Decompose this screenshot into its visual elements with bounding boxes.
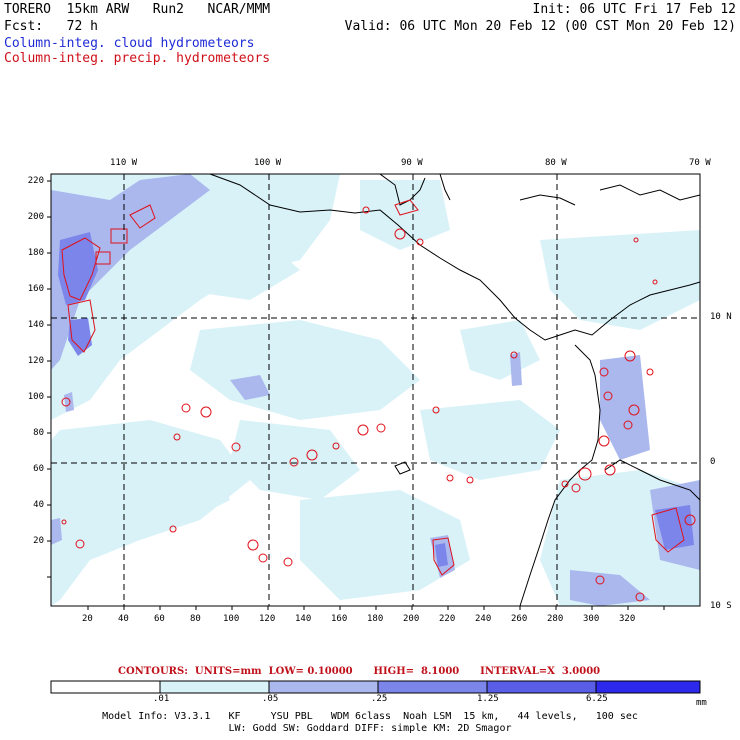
forecast-hour: Fcst: 72 h [4,19,98,34]
contour-info: CONTOURS: UNITS=mm LOW= 0.10000 HIGH= 8.… [118,666,601,677]
x-tick: 100 [223,614,240,624]
y-tick: 120 [27,356,44,366]
x-tick: 40 [118,614,129,624]
x-tick: 120 [259,614,276,624]
colorbar-label: .25 [371,694,388,704]
axis-ticks [47,180,665,610]
y-tick: 100 [27,392,44,402]
lat-label-0: 0 [710,457,716,467]
lon-label-90w: 90 W [401,158,423,168]
lon-label-100w: 100 W [254,158,282,168]
y-tick: 180 [27,248,44,258]
init-time: Init: 06 UTC Fri 17 Feb 12 [532,2,737,17]
x-tick: 220 [439,614,456,624]
x-tick: 180 [367,614,384,624]
model-info-line2: LW: Godd SW: Goddard DIFF: simple KM: 2D… [228,723,512,734]
colorbar-label: 6.25 [586,694,608,704]
colorbar-unit: mm [696,698,707,708]
lat-lon-grid [51,174,700,606]
run-title: TORERO 15km ARW Run2 NCAR/MMM [4,2,271,17]
x-tick: 80 [190,614,201,624]
valid-time: Valid: 06 UTC Mon 20 Feb 12 (00 CST Mon … [344,19,736,34]
y-tick: 20 [33,536,44,546]
x-tick: 140 [295,614,312,624]
y-tick: 140 [27,320,44,330]
model-info-line1: Model Info: V3.3.1 KF YSU PBL WDM 6class… [102,711,638,722]
y-tick: 160 [27,284,44,294]
lat-label-10n: 10 N [710,312,732,322]
y-tick: 60 [33,464,44,474]
y-tick: 40 [33,500,44,510]
x-tick: 300 [583,614,600,624]
y-tick: 220 [27,176,44,186]
colorbar-label: .05 [262,694,279,704]
hydrometeor-field [51,174,700,606]
x-tick: 280 [547,614,564,624]
lon-label-70w: 70 W [689,158,711,168]
x-tick: 200 [403,614,420,624]
y-tick: 80 [33,428,44,438]
colorbar-label: 1.25 [477,694,499,704]
legend-precip-hydrometeors: Column-integ. precip. hydrometeors [4,51,271,66]
colorbar-label: .01 [153,694,170,704]
x-tick: 20 [82,614,93,624]
x-tick: 60 [154,614,165,624]
x-tick: 160 [331,614,348,624]
x-tick: 320 [619,614,636,624]
precip-contours [61,199,696,602]
lon-label-110w: 110 W [110,158,138,168]
x-tick: 240 [475,614,492,624]
lon-label-80w: 80 W [545,158,567,168]
lat-label-10s: 10 S [710,601,732,611]
x-tick: 260 [511,614,528,624]
y-tick: 200 [27,212,44,222]
legend-cloud-hydrometeors: Column-integ. cloud hydrometeors [4,36,255,51]
